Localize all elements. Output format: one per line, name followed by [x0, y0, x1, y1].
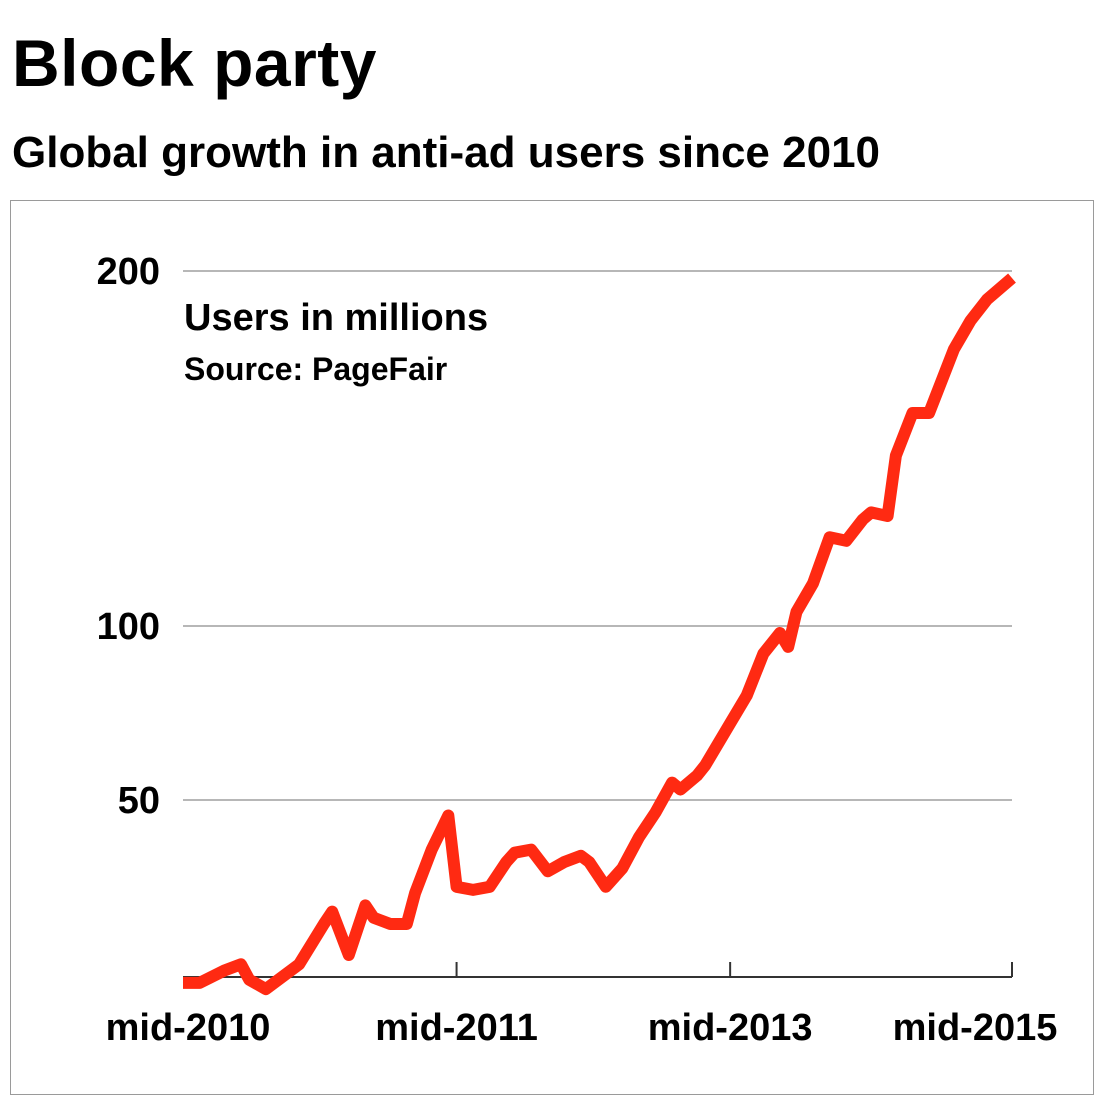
chart-subtitle: Global growth in anti-ad users since 201… [12, 128, 881, 177]
units-annotation: Users in millions [184, 297, 489, 339]
y-tick-label-50: 50 [118, 780, 160, 822]
chart-title: Block party [12, 26, 377, 100]
y-tick-label-200: 200 [97, 251, 160, 293]
series-line-0 [183, 273, 1016, 996]
x-tick-label-3: mid-2015 [893, 1007, 1058, 1049]
x-tick-label-0: mid-2010 [106, 1007, 271, 1049]
x-tick-label-2: mid-2013 [648, 1007, 813, 1049]
chart-frame [10, 200, 1094, 1095]
y-tick-label-100: 100 [97, 606, 160, 648]
x-tick-label-1: mid-2011 [375, 1007, 538, 1049]
source-annotation: Source: PageFair [184, 351, 448, 387]
